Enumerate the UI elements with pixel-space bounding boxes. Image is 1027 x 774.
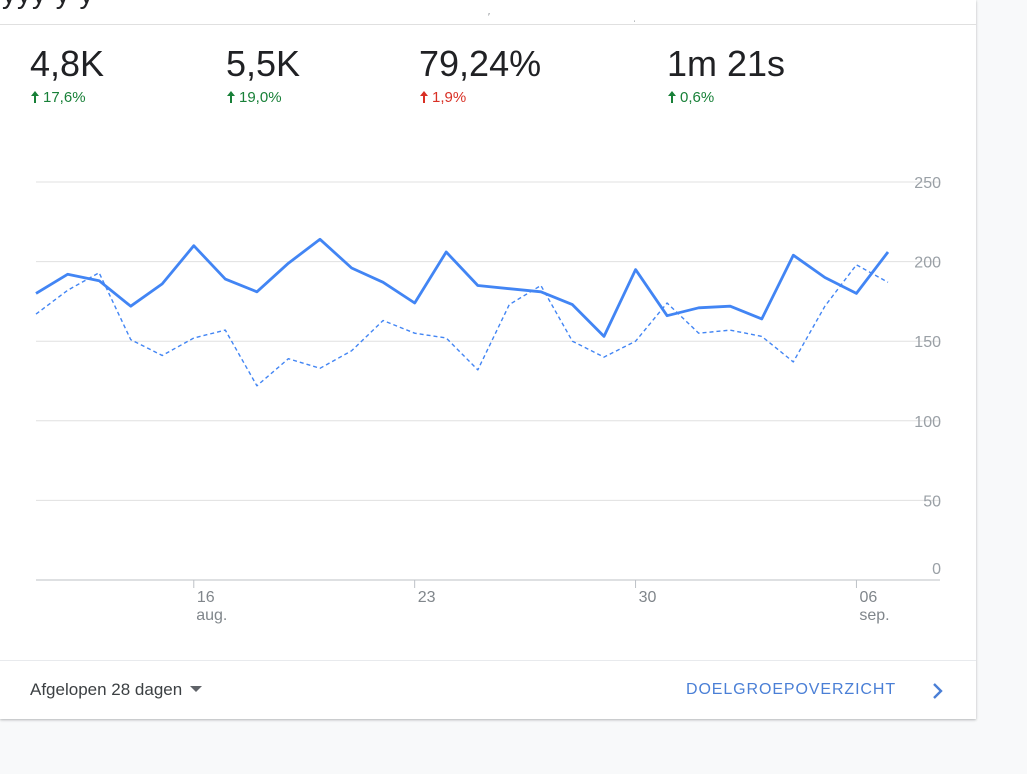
y-tick-label: 100 [914, 414, 941, 431]
audience-overview-link[interactable]: DOELGROEPOVERZICHT [686, 681, 897, 698]
y-tick-label: 150 [914, 334, 941, 351]
x-tick-label: 06 [860, 589, 878, 606]
arrow-up-icon [31, 91, 39, 103]
metric-bounce-rate[interactable]: 79,24% 1,9% [419, 42, 541, 108]
primary-series-line [35, 237, 890, 338]
metric-change-value: 17,6% [43, 89, 86, 106]
x-tick-label: 23 [418, 589, 436, 606]
x-tick-month-label: aug. [196, 607, 227, 624]
metric-change: 19,0% [226, 88, 300, 108]
arrow-up-icon [668, 91, 676, 103]
metric-change: 17,6% [30, 88, 104, 108]
x-tick-month-label: sep. [859, 607, 889, 624]
metric-sessions[interactable]: 5,5K 19,0% [226, 42, 300, 108]
metric-value: 79,24% [419, 43, 542, 84]
metric-change-value: 1,9% [432, 89, 467, 106]
metric-value: 4,8K [30, 43, 105, 84]
y-tick-label: 250 [914, 175, 941, 192]
metric-users[interactable]: 4,8K 17,6% [30, 42, 104, 108]
cropped-header-marks: ′ ˌ [488, 12, 706, 23]
cropped-header-text: ẏẏẏ ẏ ẏ [2, 0, 95, 10]
metric-change-value: 0,6% [680, 89, 715, 106]
period-dropdown[interactable]: Afgelopen 28 dagen [30, 680, 203, 700]
x-tick-label: 16 [197, 589, 215, 606]
y-tick-label: 200 [914, 255, 941, 272]
comparison-series-line [35, 264, 889, 387]
caret-down-icon [190, 686, 203, 692]
x-tick-label: 30 [639, 589, 657, 606]
footer-divider [0, 660, 976, 661]
metric-value: 1m 21s [667, 43, 786, 84]
metric-change: 1,9% [419, 88, 541, 108]
card-header-strip: ẏẏẏ ẏ ẏ ′ ˌ [0, 0, 976, 25]
audience-overview-card: ẏẏẏ ẏ ẏ ′ ˌ 4,8K 17,6% 5,5K 19,0% 79,24%… [0, 0, 976, 700]
chevron-right-icon[interactable] [928, 682, 946, 700]
arrow-up-icon [420, 91, 428, 103]
y-tick-label: 0 [932, 561, 941, 578]
metric-session-duration[interactable]: 1m 21s 0,6% [667, 42, 785, 108]
y-tick-label: 50 [923, 493, 941, 510]
metric-change: 0,6% [667, 88, 785, 108]
metric-change-value: 19,0% [239, 89, 282, 106]
metric-value: 5,5K [226, 43, 301, 84]
period-label: Afgelopen 28 dagen [30, 680, 183, 699]
arrow-up-icon [227, 91, 235, 103]
